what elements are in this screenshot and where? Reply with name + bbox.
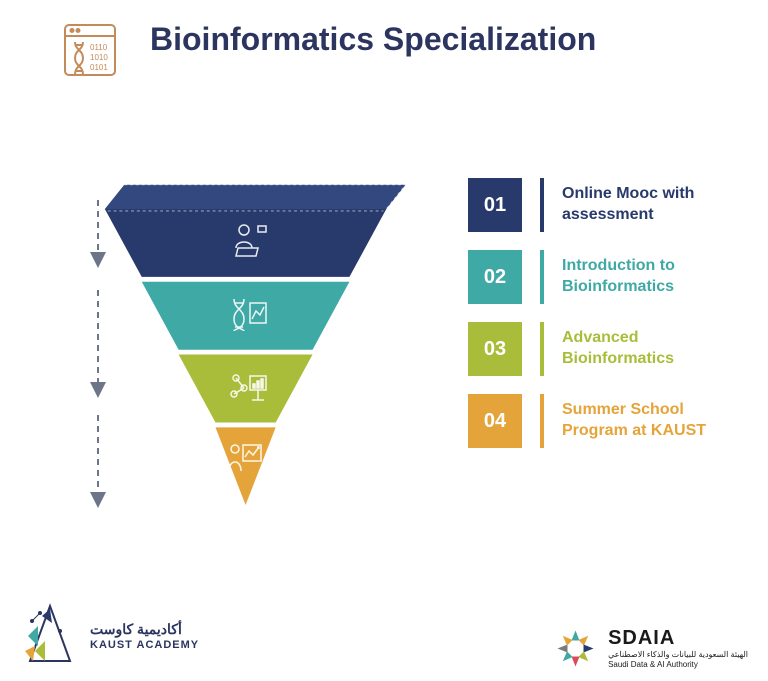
footer: أكاديمية كاوست KAUST ACADEMY SDAIA الهيئ…: [20, 601, 748, 671]
step-label: Introduction to Bioinformatics: [562, 256, 738, 298]
step-number: 03: [468, 322, 522, 376]
step-number: 01: [468, 178, 522, 232]
step-divider: [540, 394, 544, 448]
step-number: 02: [468, 250, 522, 304]
step-divider: [540, 322, 544, 376]
step-label: Advanced Bioinformatics: [562, 328, 738, 370]
svg-text:1010: 1010: [90, 53, 108, 62]
step-divider: [540, 250, 544, 304]
sdaia-logo-mark: [553, 626, 598, 671]
kaust-name-ar: أكاديمية كاوست: [90, 620, 199, 638]
sdaia-sub-en: Saudi Data & AI Authority: [608, 660, 748, 670]
molecule-board-icon: [228, 370, 268, 406]
step-label: Summer School Program at KAUST: [562, 400, 738, 442]
steps-list: 01 Online Mooc with assessment 02 Introd…: [468, 178, 738, 448]
step-item: 03 Advanced Bioinformatics: [468, 322, 738, 376]
svg-text:0101: 0101: [90, 63, 108, 72]
kaust-academy-logo: أكاديمية كاوست KAUST ACADEMY: [20, 601, 199, 671]
step-item: 01 Online Mooc with assessment: [468, 178, 738, 232]
sdaia-logo: SDAIA الهيئة السعودية للبيانات والذكاء ا…: [553, 626, 748, 671]
kaust-logo-mark: [20, 601, 80, 671]
step-number: 04: [468, 394, 522, 448]
sdaia-name: SDAIA: [608, 627, 748, 650]
sdaia-sub-ar: الهيئة السعودية للبيانات والذكاء الاصطنا…: [608, 650, 748, 660]
kaust-name-en: KAUST ACADEMY: [90, 638, 199, 652]
teacher-chart-icon: [227, 441, 263, 473]
page-title: Bioinformatics Specialization: [150, 20, 596, 58]
header: 0110 1010 0101 Bioinformatics Specializa…: [60, 20, 596, 80]
funnel-top-face: [105, 185, 406, 209]
dna-chart-icon: [228, 297, 268, 333]
person-laptop-icon: [228, 220, 268, 260]
step-label: Online Mooc with assessment: [562, 184, 738, 226]
step-divider: [540, 178, 544, 232]
step-item: 02 Introduction to Bioinformatics: [468, 250, 738, 304]
step-item: 04 Summer School Program at KAUST: [468, 394, 738, 448]
kaust-logo-text: أكاديمية كاوست KAUST ACADEMY: [90, 620, 199, 652]
sdaia-logo-text: SDAIA الهيئة السعودية للبيانات والذكاء ا…: [608, 627, 748, 669]
funnel-diagram: [100, 175, 430, 505]
svg-text:0110: 0110: [90, 43, 108, 52]
bioinformatics-icon: 0110 1010 0101: [60, 20, 120, 80]
flow-arrows: [76, 200, 126, 520]
